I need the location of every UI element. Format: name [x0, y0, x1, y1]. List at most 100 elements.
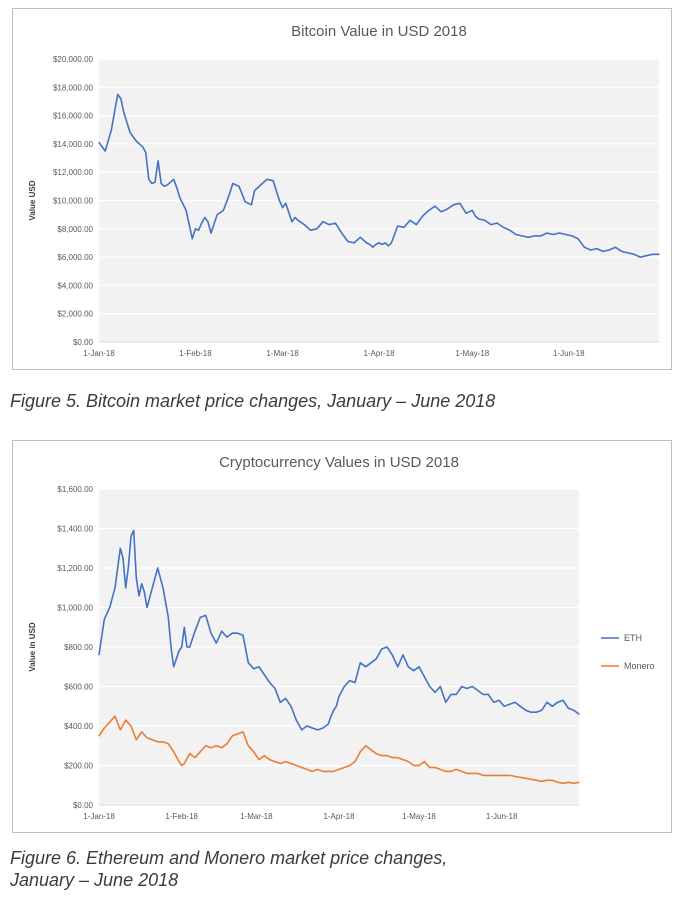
- crypto-chart-series-eth-point: [143, 591, 145, 593]
- crypto-chart-series-monero-line: [98, 715, 580, 785]
- bitcoin-chart-series-bitcoin-point: [453, 204, 455, 206]
- crypto-chart-series-monero-point: [375, 753, 377, 755]
- bitcoin-chart-series-bitcoin-point: [387, 245, 389, 247]
- crypto-chart-y-tick-label: $200.00: [64, 762, 93, 771]
- crypto-chart-series-monero-point: [306, 768, 308, 771]
- crypto-chart-series-monero-point: [215, 745, 217, 747]
- bitcoin-chart-series-bitcoin-point: [176, 187, 178, 189]
- crypto-chart-series-eth-point: [466, 687, 468, 690]
- crypto-chart-series-monero-point: [183, 762, 185, 765]
- crypto-chart-series-eth-point: [253, 668, 255, 670]
- bitcoin-chart-series-bitcoin-point: [148, 178, 150, 180]
- figure-6-caption-line1: Figure 6. Ethereum and Monero market pri…: [10, 848, 448, 868]
- crypto-chart-series-monero-point: [519, 776, 521, 778]
- bitcoin-chart-series-bitcoin-point: [185, 209, 187, 212]
- bitcoin-chart-series-bitcoin-point: [515, 233, 517, 236]
- crypto-chart-series-monero-point: [125, 719, 127, 721]
- crypto-chart-series-eth-point: [149, 597, 151, 599]
- crypto-chart-series-eth-point: [295, 719, 297, 721]
- bitcoin-chart-series-bitcoin-point: [157, 160, 159, 162]
- crypto-chart-series-eth-point: [375, 658, 377, 660]
- bitcoin-chart-series-bitcoin-point: [608, 249, 610, 251]
- crypto-chart-y-tick-label: $0.00: [73, 801, 94, 810]
- crypto-chart-series-eth-point: [471, 685, 473, 688]
- crypto-chart-series-eth-point: [535, 711, 537, 713]
- crypto-chart-series-eth-point: [330, 715, 332, 717]
- crypto-chart-series-eth-point: [498, 699, 500, 701]
- crypto-chart-series-eth-point: [311, 727, 313, 729]
- bitcoin-chart-series-bitcoin-point: [334, 222, 337, 224]
- crypto-chart-series-eth-point: [413, 670, 415, 672]
- crypto-chart-series-monero-point: [178, 760, 180, 763]
- bitcoin-chart-svg: Bitcoin Value in USD 2018 $0.00 $2,000.00 $…: [28, 23, 660, 358]
- bitcoin-chart-series-bitcoin-point: [281, 206, 284, 209]
- bitcoin-chart-series-bitcoin-point: [428, 209, 430, 212]
- bitcoin-chart-series-bitcoin-point: [166, 184, 169, 186]
- crypto-chart-series-eth-point: [98, 654, 100, 656]
- bitcoin-chart-series-bitcoin-point: [602, 250, 604, 253]
- bitcoin-chart-series-bitcoin-point: [328, 223, 330, 226]
- figure-5-caption: Figure 5. Bitcoin market price changes, …: [10, 391, 496, 411]
- bitcoin-chart-series-bitcoin-point: [477, 218, 480, 220]
- crypto-chart-series-eth-point: [359, 662, 361, 664]
- bitcoin-chart-series-bitcoin-point: [135, 140, 137, 142]
- crypto-chart-series-monero-point: [423, 760, 425, 763]
- bitcoin-chart-series-bitcoin-point: [316, 228, 318, 230]
- crypto-chart-series-eth-point: [567, 707, 569, 709]
- crypto-chart-series-monero-point: [130, 725, 132, 727]
- crypto-chart-series-eth-point: [418, 666, 420, 668]
- crypto-chart-series-eth-point: [306, 725, 308, 727]
- crypto-chart-series-eth-point: [114, 587, 116, 589]
- crypto-chart-series-eth-point: [423, 676, 425, 678]
- crypto-chart-series-monero-point: [365, 745, 367, 747]
- crypto-chart-series-eth-point: [327, 723, 329, 725]
- crypto-chart-series-eth-point: [194, 630, 196, 632]
- bitcoin-chart-series-bitcoin-point: [552, 233, 554, 236]
- bitcoin-chart-y-tick-label: $12,000.00: [53, 168, 94, 177]
- crypto-chart-series-monero-point: [487, 774, 489, 776]
- crypto-chart-series-eth-point: [402, 654, 404, 656]
- bitcoin-chart-y-tick-label: $10,000.00: [53, 197, 94, 206]
- crypto-chart-series-eth-point: [439, 685, 441, 688]
- crypto-chart-series-monero-point: [258, 758, 260, 761]
- bitcoin-chart-series-bitcoin-point: [145, 151, 147, 153]
- crypto-chart-series-monero-point: [98, 735, 100, 737]
- crypto-chart-series-monero-point: [578, 781, 580, 783]
- crypto-chart-series-eth-point: [122, 557, 124, 559]
- crypto-chart-series-monero-point: [391, 757, 393, 759]
- bitcoin-chart-x-tick-label: 1-Feb-18: [179, 349, 212, 358]
- crypto-chart-series-eth-point: [186, 646, 188, 648]
- crypto-chart-x-tick-label: 1-Jan-18: [83, 812, 115, 821]
- crypto-chart-y-tick-label: $1,400.00: [57, 525, 93, 534]
- crypto-chart-series-monero-point: [269, 758, 271, 761]
- crypto-chart-series-eth-point: [189, 646, 191, 648]
- bitcoin-chart-series-bitcoin-point: [160, 182, 162, 185]
- crypto-chart-series-monero-point: [194, 757, 196, 759]
- crypto-chart-title: Cryptocurrency Values in USD 2018: [219, 454, 459, 471]
- crypto-chart-series-monero-point: [482, 774, 484, 776]
- bitcoin-chart-y-tick-label: $0.00: [73, 338, 94, 347]
- crypto-chart-series-monero-point: [477, 772, 479, 774]
- crypto-chart-series-eth-point: [461, 685, 463, 688]
- crypto-chart-series-eth-point: [386, 646, 388, 648]
- crypto-chart-series-monero-point: [247, 745, 249, 747]
- crypto-chart-series-monero-point: [541, 780, 543, 782]
- crypto-chart-series-eth-point: [493, 701, 495, 703]
- crypto-chart-series-monero-point: [434, 766, 436, 769]
- crypto-chart-series-monero-point: [359, 751, 361, 753]
- bitcoin-chart-series-bitcoin-point: [222, 209, 225, 212]
- bitcoin-chart-series-bitcoin-point: [238, 185, 240, 187]
- crypto-chart-series-eth-point: [546, 701, 548, 703]
- crypto-chart-series-monero-point: [551, 779, 553, 781]
- bitcoin-chart-y-tick-label: $16,000.00: [53, 112, 94, 121]
- crypto-chart-series-monero-point: [162, 741, 164, 743]
- crypto-chart-series-eth-point: [370, 662, 372, 664]
- crypto-chart-series-monero-point: [450, 770, 452, 773]
- bitcoin-chart-series-bitcoin-point: [658, 253, 660, 255]
- crypto-chart-series-eth-point: [487, 693, 489, 695]
- bitcoin-chart-series-bitcoin-point: [291, 221, 293, 223]
- crypto-chart-series-eth-point: [290, 705, 292, 707]
- bitcoin-chart-series-bitcoin-point: [378, 242, 380, 244]
- bitcoin-chart-x-tick-label: 1-Mar-18: [266, 349, 299, 358]
- crypto-chart-series-monero-point: [439, 768, 441, 771]
